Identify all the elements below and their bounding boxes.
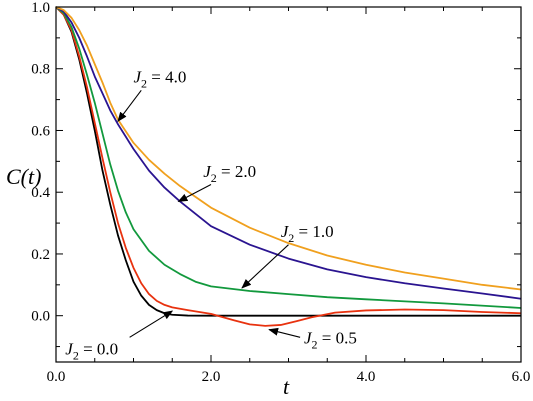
annotation-arrow-1 <box>177 184 212 202</box>
series-line-0 <box>55 6 521 317</box>
y-tick-label: 1.0 <box>31 0 50 16</box>
annotation-label-2: J2 = 1.0 <box>281 222 334 245</box>
y-tick-label: 0.8 <box>31 62 50 78</box>
ticks-layer: 0.0 2.0 4.0 6.0 0.0 0.2 0.4 0.6 0.8 1.0 <box>31 0 530 385</box>
annotation-arrow-0 <box>117 90 142 123</box>
y-tick-label: 0.6 <box>31 123 50 139</box>
x-axis-label: t <box>283 374 290 399</box>
y-tick-label: 0.2 <box>31 247 50 263</box>
series-layer <box>55 6 522 327</box>
annotation-label-1: J2 = 2.0 <box>203 162 256 185</box>
annotation-arrow-4 <box>268 327 301 338</box>
series-line-3 <box>55 6 522 300</box>
y-tick-label: 0.0 <box>31 309 50 325</box>
series-line-1 <box>55 6 522 327</box>
y-axis-label: C(t) <box>6 164 41 189</box>
annotation-arrow-3 <box>129 310 174 338</box>
x-tick-label: 2.0 <box>202 369 221 385</box>
x-tick-label: 4.0 <box>357 369 376 385</box>
annotation-arrow-2 <box>241 244 289 289</box>
annotations-layer: J2 = 4.0 J2 = 2.0 J2 = 1.0 J2 = 0.0 J2 = 0.5 <box>65 68 357 363</box>
series-line-2 <box>55 6 522 309</box>
y-tick-label: 0.4 <box>31 185 50 201</box>
annotation-label-4: J2 = 0.5 <box>304 328 357 351</box>
plot-frame <box>55 6 522 363</box>
x-tick-label: 0.0 <box>47 369 66 385</box>
x-tick-label: 6.0 <box>512 369 531 385</box>
annotation-label-0: J2 = 4.0 <box>134 68 187 91</box>
series-line-4 <box>55 6 522 291</box>
annotation-label-3: J2 = 0.0 <box>65 339 118 362</box>
